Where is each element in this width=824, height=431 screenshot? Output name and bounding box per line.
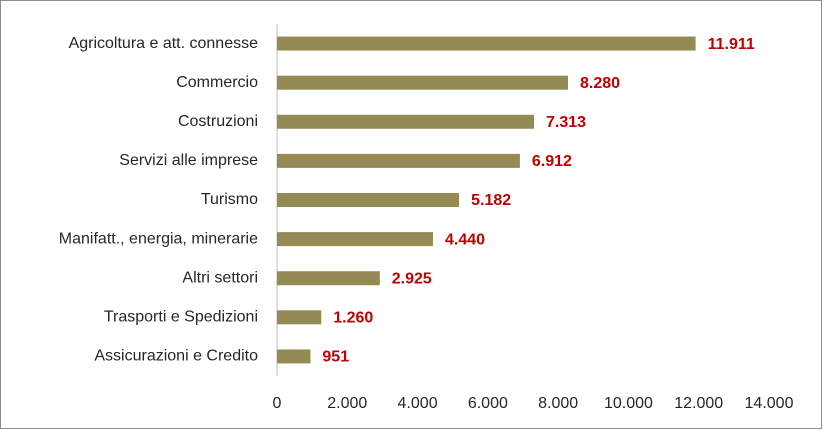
y-tick-label: Costruzioni — [178, 113, 258, 130]
bar — [277, 75, 568, 90]
value-label: 2.925 — [392, 270, 432, 287]
y-tick-label: Commercio — [176, 74, 258, 91]
x-tick-label: 6.000 — [468, 395, 508, 412]
x-tick-label: 2.000 — [327, 395, 367, 412]
value-label: 7.313 — [546, 114, 586, 131]
y-tick-label: Assicurazioni e Credito — [94, 348, 258, 365]
y-tick-label: Servizi alle imprese — [119, 152, 258, 169]
x-tick-label: 14.000 — [745, 395, 794, 412]
y-tick-label: Turismo — [201, 191, 258, 208]
y-tick-label: Manifatt., energia, minerarie — [59, 230, 258, 247]
y-tick-label: Agricoltura e att. connesse — [69, 35, 259, 52]
x-tick-label: 12.000 — [674, 395, 723, 412]
x-tick-label: 8.000 — [538, 395, 578, 412]
bar — [277, 232, 434, 247]
value-label: 1.260 — [333, 310, 373, 327]
bar — [277, 193, 460, 207]
bar — [277, 114, 534, 129]
bar — [277, 310, 322, 325]
x-tick-label: 10.000 — [604, 395, 653, 412]
bar — [277, 153, 520, 168]
y-tick-label: Trasporti e Spedizioni — [104, 309, 258, 326]
x-tick-label: 4.000 — [398, 395, 438, 412]
y-tick-label: Altri settori — [182, 269, 258, 286]
value-label: 11.911 — [708, 36, 755, 53]
value-label: 8.280 — [580, 75, 620, 92]
bar — [277, 36, 696, 51]
bar — [277, 271, 380, 286]
value-label: 6.912 — [532, 153, 572, 170]
value-label: 951 — [322, 349, 349, 366]
bar — [277, 349, 311, 364]
value-label: 5.182 — [471, 192, 511, 209]
x-tick-label: 0 — [273, 395, 282, 412]
value-label: 4.440 — [445, 231, 485, 248]
